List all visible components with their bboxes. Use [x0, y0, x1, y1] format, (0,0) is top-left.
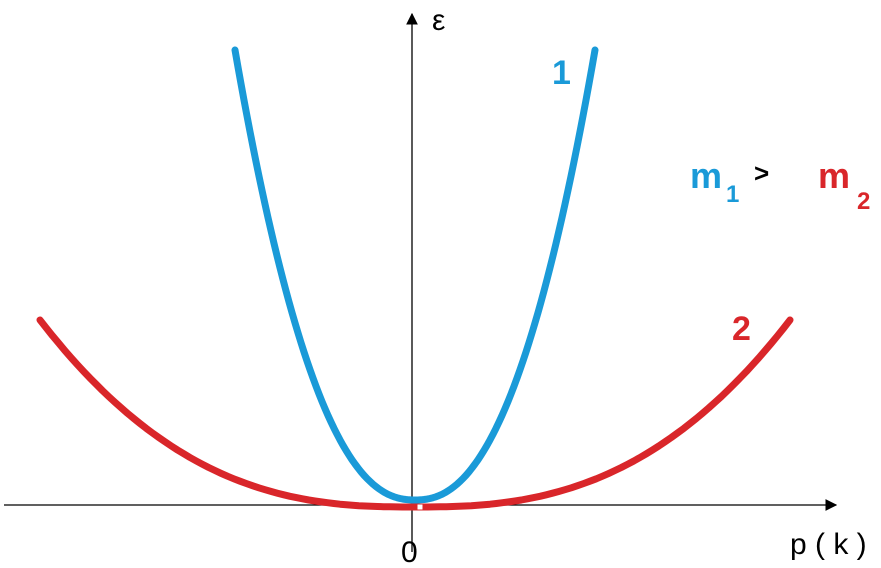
mass-relation: m 1 > m 2	[690, 155, 870, 215]
mass-1-symbol: m	[690, 155, 722, 196]
mass-2-symbol: m	[818, 155, 850, 196]
origin-label: 0	[401, 536, 418, 568]
origin-marker	[416, 503, 424, 511]
mass-2-subscript: 2	[857, 188, 870, 215]
relation-operator: >	[754, 158, 769, 188]
curve-1-label: 1	[552, 54, 571, 92]
y-axis-label: ε	[432, 4, 445, 37]
curve-2-light-mass	[36, 316, 794, 511]
curve-1-heavy-mass	[231, 46, 599, 504]
mass-1-subscript: 1	[726, 181, 739, 208]
curve-2-label: 2	[732, 310, 751, 348]
x-axis-label: p ( k )	[790, 528, 867, 561]
